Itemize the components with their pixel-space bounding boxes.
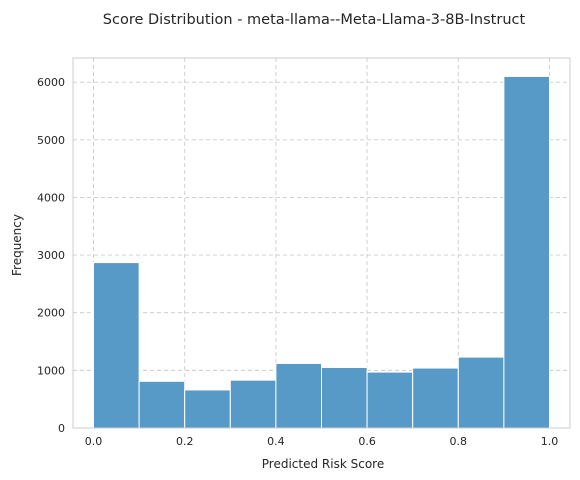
histogram-bar (138, 380, 186, 429)
y-tick-label: 2000 (37, 307, 65, 320)
x-tick-label: 1.0 (541, 435, 559, 448)
x-tick-label: 0.4 (267, 435, 285, 448)
y-tick-label: 1000 (37, 364, 65, 377)
histogram-bars (93, 75, 550, 429)
histogram-bar (229, 379, 277, 429)
y-tick-label: 5000 (37, 134, 65, 147)
histogram-bar (321, 366, 368, 429)
x-tick-label: 0.2 (176, 435, 194, 448)
y-tick-label: 3000 (37, 249, 65, 262)
x-tick-label: 0.8 (450, 435, 468, 448)
x-tick-label: 0.0 (85, 435, 103, 448)
chart-title: Score Distribution - meta-llama--Meta-Ll… (103, 12, 526, 28)
y-tick-label: 6000 (37, 76, 65, 89)
x-axis-label: Predicted Risk Score (262, 457, 384, 471)
y-tick-label: 4000 (37, 191, 65, 204)
histogram-bar (93, 262, 140, 429)
x-tick-label: 0.6 (358, 435, 376, 448)
histogram-bar (275, 362, 322, 429)
histogram-bar (184, 389, 231, 429)
histogram-bar (366, 371, 414, 429)
x-tick-labels: 0.0 0.2 0.4 0.6 0.8 1.0 (85, 435, 558, 448)
y-axis-label: Frequency (10, 214, 24, 276)
y-tick-label: 0 (58, 422, 65, 435)
plot-frame (72, 57, 571, 429)
histogram-bar (412, 367, 459, 429)
y-tick-labels: 0 1000 2000 3000 4000 5000 6000 (37, 76, 65, 435)
histogram-bar (503, 75, 550, 429)
histogram-bar (457, 356, 505, 429)
